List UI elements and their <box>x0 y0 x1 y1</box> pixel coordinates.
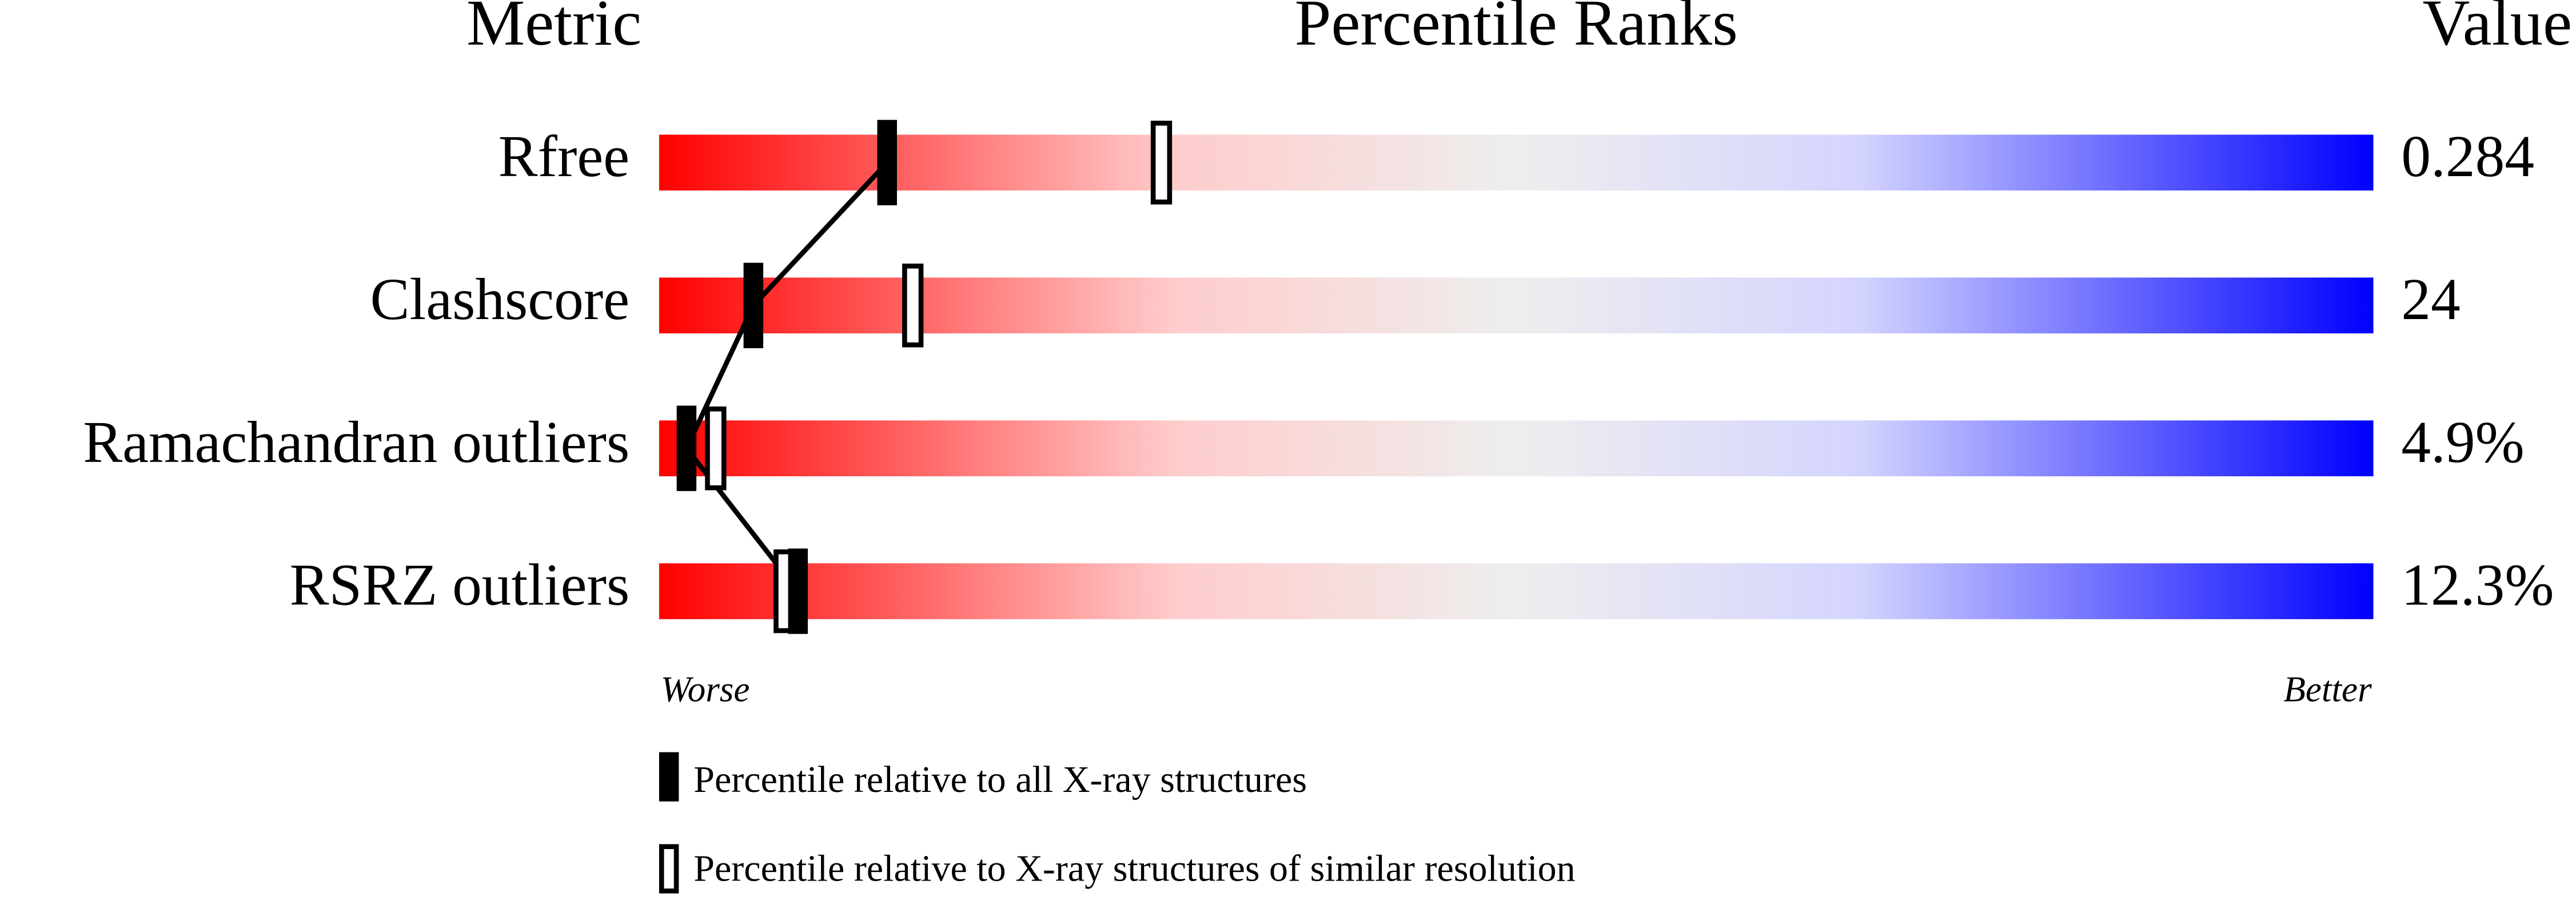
all-structures-marker <box>743 262 764 348</box>
slider-bar <box>659 134 2374 191</box>
legend-swatch-open <box>659 844 679 894</box>
value-header: Value <box>2423 0 2573 59</box>
connector-line <box>683 161 889 593</box>
metric-label: RSRZ outliers <box>290 553 630 618</box>
worse-label: Worse <box>661 670 750 710</box>
similar-resolution-marker <box>705 406 727 491</box>
ranks-header: Percentile Ranks <box>1295 0 1738 59</box>
metric-value: 12.3% <box>2401 553 2554 618</box>
metric-label: Rfree <box>499 124 630 189</box>
slider-bar <box>659 277 2374 334</box>
metric-value: 24 <box>2401 267 2460 332</box>
metric-label: Clashscore <box>370 267 630 332</box>
all-structures-marker <box>676 405 697 491</box>
legend-label: Percentile relative to X-ray structures … <box>693 847 1575 889</box>
all-structures-marker <box>877 120 897 206</box>
legend-swatch-filled <box>659 752 679 802</box>
metric-value: 4.9% <box>2401 410 2524 475</box>
similar-resolution-marker <box>902 263 924 348</box>
metric-value: 0.284 <box>2401 124 2534 189</box>
better-label: Better <box>2283 670 2372 710</box>
slider-bar <box>659 563 2374 619</box>
all-structures-marker <box>788 548 808 634</box>
similar-resolution-marker <box>1150 121 1173 205</box>
metric-label: Ramachandran outliers <box>83 410 629 475</box>
legend-label: Percentile relative to all X-ray structu… <box>693 759 1307 801</box>
metric-header: Metric <box>466 0 641 59</box>
slider-bar <box>659 420 2374 476</box>
